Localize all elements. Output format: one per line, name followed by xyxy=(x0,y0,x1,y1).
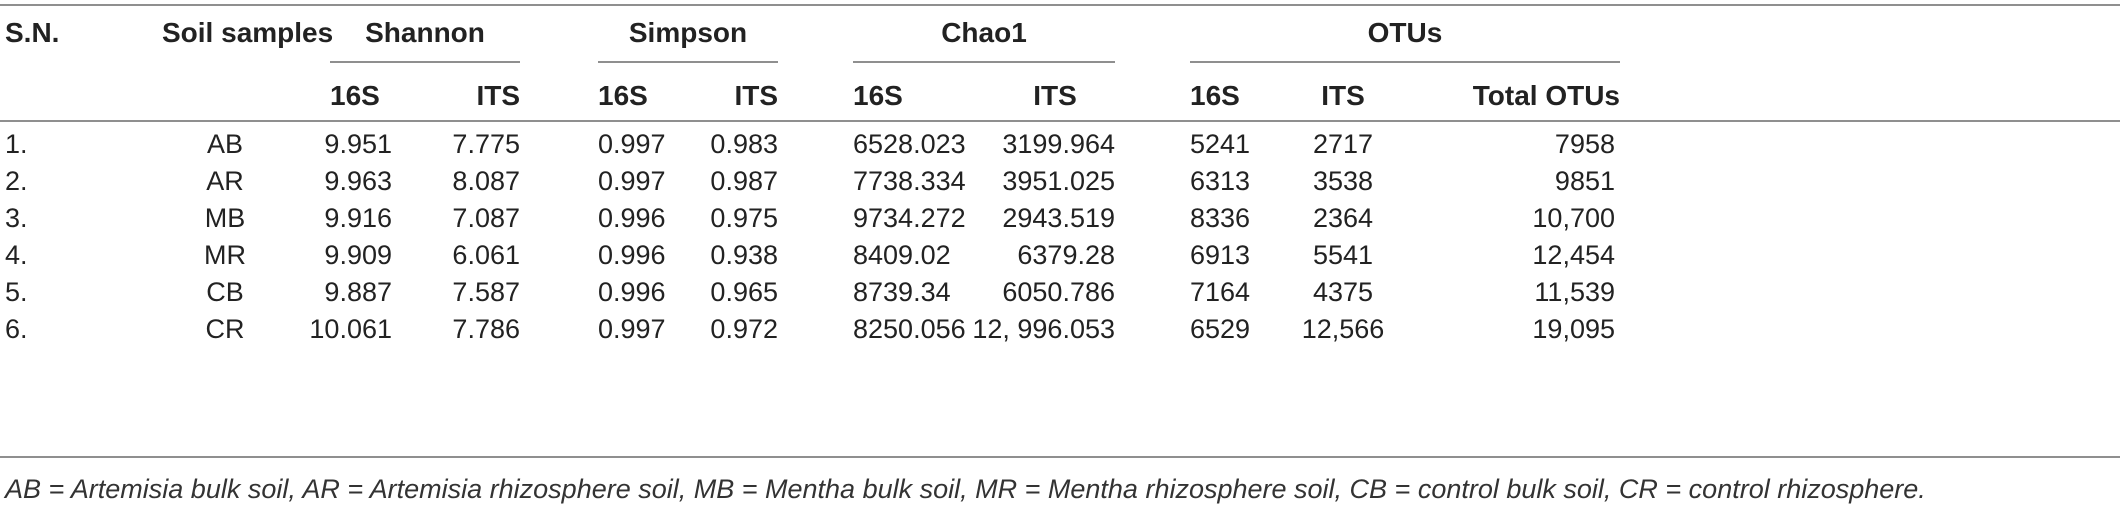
cell-shannon-its: 6.061 xyxy=(452,240,520,270)
cell-shannon-its: 7.775 xyxy=(452,129,520,159)
cell-chao1-its: 3951.025 xyxy=(1002,166,1115,196)
cell-sn: 3. xyxy=(5,203,28,233)
rule-simpson xyxy=(598,61,778,63)
cell-otus-its: 12,566 xyxy=(1301,314,1385,344)
cell-sn: 6. xyxy=(5,314,28,344)
cell-otus-its: 2364 xyxy=(1312,203,1374,233)
cell-total-otus: 19,095 xyxy=(1532,314,1615,344)
cell-chao1-16s: 7738.334 xyxy=(853,166,966,196)
rule-shannon xyxy=(330,61,520,63)
cell-shannon-its: 7.587 xyxy=(452,277,520,307)
cell-simpson-16s: 0.997 xyxy=(598,314,666,344)
cell-shannon-16s: 9.887 xyxy=(324,277,392,307)
cell-simpson-its: 0.965 xyxy=(710,277,778,307)
cell-sample: CB xyxy=(206,277,244,307)
cell-otus-its: 5541 xyxy=(1312,240,1374,270)
rule-chao1 xyxy=(853,61,1115,63)
subheader-chao1-its: ITS xyxy=(1033,80,1077,111)
cell-shannon-16s: 9.916 xyxy=(324,203,392,233)
cell-sample: CR xyxy=(205,314,245,344)
cell-shannon-16s: 9.909 xyxy=(324,240,392,270)
cell-chao1-16s: 8250.056 xyxy=(853,314,966,344)
cell-shannon-16s: 9.963 xyxy=(324,166,392,196)
rule-header-bottom xyxy=(0,120,2120,122)
header-sn: S.N. xyxy=(5,17,60,48)
cell-chao1-16s: 8739.34 xyxy=(853,277,951,307)
cell-sn: 4. xyxy=(5,240,28,270)
cell-simpson-its: 0.975 xyxy=(710,203,778,233)
cell-simpson-its: 0.938 xyxy=(710,240,778,270)
header-otus: OTUs xyxy=(1367,17,1443,48)
cell-otus-its: 3538 xyxy=(1312,166,1374,196)
cell-total-otus: 11,539 xyxy=(1534,277,1615,307)
cell-total-otus: 9851 xyxy=(1554,166,1615,196)
cell-sample: AR xyxy=(206,166,244,196)
subheader-otus-its: ITS xyxy=(1321,80,1365,111)
cell-otus-16s: 8336 xyxy=(1190,203,1251,233)
cell-simpson-its: 0.987 xyxy=(710,166,778,196)
cell-simpson-its: 0.983 xyxy=(710,129,778,159)
cell-otus-16s: 6313 xyxy=(1190,166,1251,196)
cell-otus-its: 4375 xyxy=(1312,277,1374,307)
cell-shannon-its: 8.087 xyxy=(452,166,520,196)
cell-chao1-16s: 9734.272 xyxy=(853,203,966,233)
cell-shannon-its: 7.786 xyxy=(452,314,520,344)
cell-sn: 1. xyxy=(5,129,28,159)
cell-otus-16s: 6529 xyxy=(1190,314,1251,344)
rule-otus xyxy=(1190,61,1620,63)
subheader-chao1-16s: 16S xyxy=(853,80,903,111)
cell-otus-16s: 7164 xyxy=(1190,277,1251,307)
cell-otus-16s: 5241 xyxy=(1190,129,1251,159)
cell-total-otus: 12,454 xyxy=(1532,240,1615,270)
cell-total-otus: 7958 xyxy=(1554,129,1615,159)
header-simpson: Simpson xyxy=(628,17,748,48)
cell-simpson-16s: 0.997 xyxy=(598,166,666,196)
cell-simpson-16s: 0.997 xyxy=(598,129,666,159)
cell-simpson-16s: 0.996 xyxy=(598,240,666,270)
subheader-simpson-16s: 16S xyxy=(598,80,648,111)
header-chao1: Chao1 xyxy=(941,17,1027,48)
cell-chao1-its: 3199.964 xyxy=(1002,129,1115,159)
cell-shannon-its: 7.087 xyxy=(452,203,520,233)
cell-otus-its: 2717 xyxy=(1312,129,1374,159)
cell-chao1-its: 6379.28 xyxy=(1017,240,1115,270)
table-footnote: AB = Artemisia bulk soil, AR = Artemisia… xyxy=(5,474,1926,504)
cell-simpson-16s: 0.996 xyxy=(598,203,666,233)
cell-total-otus: 10,700 xyxy=(1532,203,1615,233)
cell-chao1-16s: 8409.02 xyxy=(853,240,951,270)
cell-otus-16s: 6913 xyxy=(1190,240,1251,270)
cell-sn: 5. xyxy=(5,277,28,307)
header-shannon: Shannon xyxy=(365,17,485,48)
cell-simpson-16s: 0.996 xyxy=(598,277,666,307)
cell-chao1-its: 2943.519 xyxy=(1002,203,1115,233)
cell-shannon-16s: 10.061 xyxy=(309,314,392,344)
cell-sample: MR xyxy=(204,240,246,270)
cell-chao1-16s: 6528.023 xyxy=(853,129,966,159)
subheader-simpson-its: ITS xyxy=(734,80,778,111)
cell-shannon-16s: 9.951 xyxy=(324,129,392,159)
subheader-shannon-its: ITS xyxy=(476,80,520,111)
subheader-total-otus: Total OTUs xyxy=(1472,80,1620,111)
cell-chao1-its: 12, 996.053 xyxy=(972,314,1115,344)
header-soil-samples: Soil samples xyxy=(162,17,334,48)
cell-sn: 2. xyxy=(5,166,28,196)
rule-top xyxy=(0,4,2120,6)
cell-simpson-its: 0.972 xyxy=(710,314,778,344)
cell-sample: AB xyxy=(206,129,244,159)
subheader-shannon-16s: 16S xyxy=(330,80,380,111)
cell-chao1-its: 6050.786 xyxy=(1002,277,1115,307)
subheader-otus-16s: 16S xyxy=(1190,80,1240,111)
cell-sample: MB xyxy=(204,203,246,233)
rule-bottom xyxy=(0,456,2120,458)
